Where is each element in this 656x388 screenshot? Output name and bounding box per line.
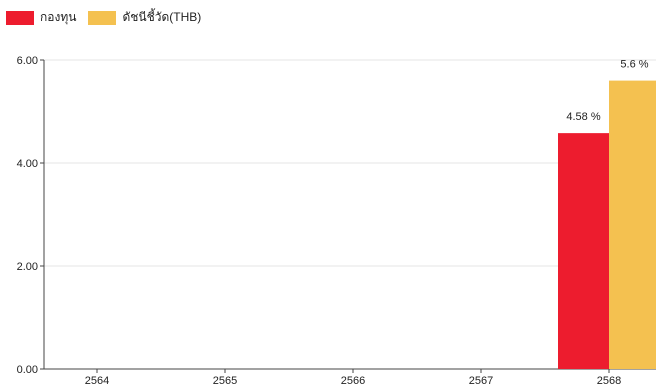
legend-label-benchmark: ดัชนีชี้วัด(THB)	[122, 10, 202, 24]
data-label-fund-2568: 4.58 %	[566, 111, 600, 123]
y-tick-label: 6.00	[17, 55, 38, 67]
bar-fund-2568[interactable]	[558, 133, 609, 369]
axes	[40, 59, 610, 373]
grid-lines	[44, 59, 656, 370]
legend-label-fund: กองทุน	[40, 10, 77, 24]
legend-item-fund[interactable]: กองทุน	[6, 8, 76, 27]
y-tick-label: 4.00	[17, 158, 38, 170]
x-tick-label: 2567	[469, 375, 493, 387]
chart-legend: กองทุน ดัชนีชี้วัด(THB)	[6, 8, 213, 27]
x-tick-label: 2564	[85, 375, 109, 387]
x-tick-label: 2565	[213, 375, 237, 387]
bar-benchmark-2568[interactable]	[609, 80, 656, 369]
x-tick-label: 2568	[597, 375, 621, 387]
legend-swatch-fund	[6, 10, 34, 25]
labels: 0.00 2.00 4.00 6.00 2564 2565 2566 2567 2568 4.58…	[17, 55, 649, 387]
x-tick-label: 2566	[341, 375, 365, 387]
y-tick-label: 2.00	[17, 261, 38, 273]
legend-item-benchmark[interactable]: ดัชนีชี้วัด(THB)	[88, 8, 201, 27]
bars	[558, 80, 656, 369]
y-tick-label: 0.00	[17, 364, 38, 376]
legend-swatch-benchmark	[88, 10, 117, 25]
data-label-benchmark-2568: 5.6 %	[620, 59, 648, 71]
